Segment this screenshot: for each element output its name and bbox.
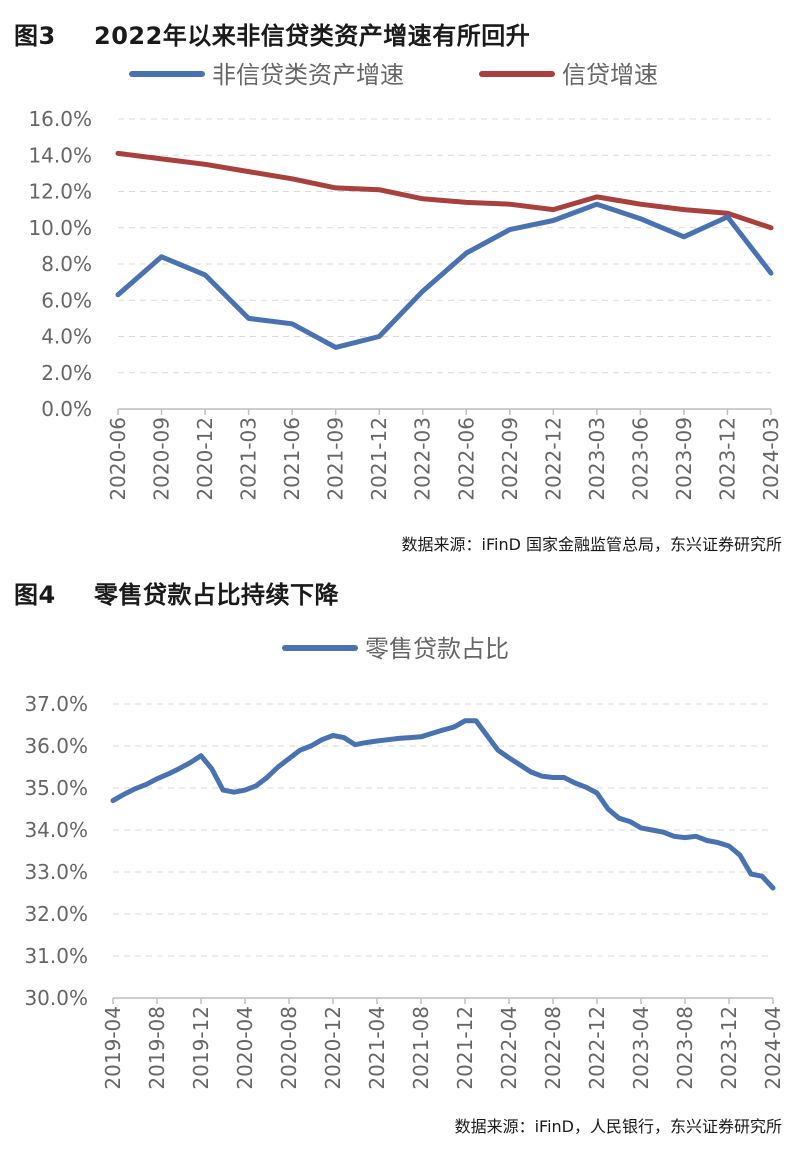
x-tick-label: 2020-12: [193, 417, 217, 501]
y-tick-label: 33.0%: [24, 860, 88, 884]
x-tick-label: 2023-04: [629, 1006, 653, 1090]
y-tick-label: 12.0%: [28, 180, 92, 204]
y-tick-label: 31.0%: [24, 944, 88, 968]
x-tick-label: 2021-08: [409, 1006, 433, 1090]
y-tick-label: 37.0%: [24, 692, 88, 716]
x-tick-label: 2019-12: [189, 1006, 213, 1090]
y-tick-label: 34.0%: [24, 818, 88, 842]
x-tick-label: 2022-04: [497, 1006, 521, 1090]
x-tick-label: 2021-12: [367, 417, 391, 501]
x-tick-label: 2022-12: [541, 417, 565, 501]
series-line-1: [115, 201, 774, 350]
x-tick-label: 2021-06: [280, 417, 304, 501]
x-tick-label: 2020-12: [321, 1006, 345, 1090]
series-line-2: [115, 150, 774, 231]
figure-4-source: 数据来源：iFinD，人民银行，东兴证券研究所: [454, 1117, 782, 1136]
x-tick-label: 2020-09: [150, 417, 174, 501]
y-tick-label: 8.0%: [41, 252, 92, 276]
y-tick-label: 6.0%: [41, 288, 92, 312]
figure-3-number: 图3: [14, 22, 56, 50]
y-tick-label: 2.0%: [41, 361, 92, 385]
y-tick-label: 10.0%: [28, 216, 92, 240]
y-tick-label: 4.0%: [41, 325, 92, 349]
x-tick-label: 2023-06: [628, 417, 652, 501]
y-tick-label: 30.0%: [24, 986, 88, 1010]
x-tick-label: 2022-03: [411, 417, 435, 501]
x-tick-label: 2023-08: [673, 1006, 697, 1090]
figure-4-title: 图4 零售贷款占比持续下降: [14, 575, 339, 610]
legend-label-1: 零售贷款占比: [365, 635, 509, 663]
y-tick-label: 0.0%: [41, 397, 92, 421]
x-tick-label: 2020-06: [106, 417, 130, 501]
series-line-1: [110, 718, 776, 891]
y-tick-label: 32.0%: [24, 902, 88, 926]
figure-3-title-text: 2022年以来非信贷类资产增速有所回升: [94, 22, 531, 50]
chart-3: 非信贷类资产增速 信贷增速 0.0% 2.0% 4.0% 6.0% 8.0% 10.0% 12.…: [28, 61, 783, 501]
figure-3-title: 图3 2022年以来非信贷类资产增速有所回升: [14, 16, 530, 51]
figure-4-number: 图4: [14, 581, 56, 609]
legend-label-2: 信贷增速: [562, 61, 658, 89]
x-tick-label: 2022-12: [585, 1006, 609, 1090]
y-tick-label: 36.0%: [24, 734, 88, 758]
x-tick-label: 2023-03: [585, 417, 609, 501]
x-tick-label: 2021-03: [237, 417, 261, 501]
x-tick-label: 2023-12: [715, 417, 739, 501]
figure-3-source: 数据来源：iFinD 国家金融监管总局，东兴证券研究所: [401, 535, 782, 554]
y-tick-label: 14.0%: [28, 143, 92, 167]
x-tick-label: 2023-12: [717, 1006, 741, 1090]
x-tick-label: 2024-03: [759, 417, 783, 501]
chart-4: 零售贷款占比 30.0% 31.0% 32.0% 33.0% 34.0% 35.0% 36.0…: [24, 635, 785, 1090]
x-tick-label: 2020-04: [233, 1006, 257, 1090]
y-tick-label: 35.0%: [24, 776, 88, 800]
x-tick-label: 2022-09: [498, 417, 522, 501]
x-tick-label: 2023-09: [672, 417, 696, 501]
x-tick-label: 2021-12: [453, 1006, 477, 1090]
x-tick-label: 2019-04: [101, 1006, 125, 1090]
y-tick-label: 16.0%: [28, 107, 92, 131]
x-tick-label: 2021-09: [324, 417, 348, 501]
x-tick-label: 2022-08: [541, 1006, 565, 1090]
x-tick-label: 2022-06: [454, 417, 478, 501]
legend-label-1: 非信贷类资产增速: [212, 61, 404, 89]
figure-4-title-text: 零售贷款占比持续下降: [94, 581, 339, 609]
x-tick-label: 2021-04: [365, 1006, 389, 1090]
x-tick-label: 2024-04: [761, 1006, 785, 1090]
x-tick-label: 2020-08: [277, 1006, 301, 1090]
x-tick-label: 2019-08: [145, 1006, 169, 1090]
